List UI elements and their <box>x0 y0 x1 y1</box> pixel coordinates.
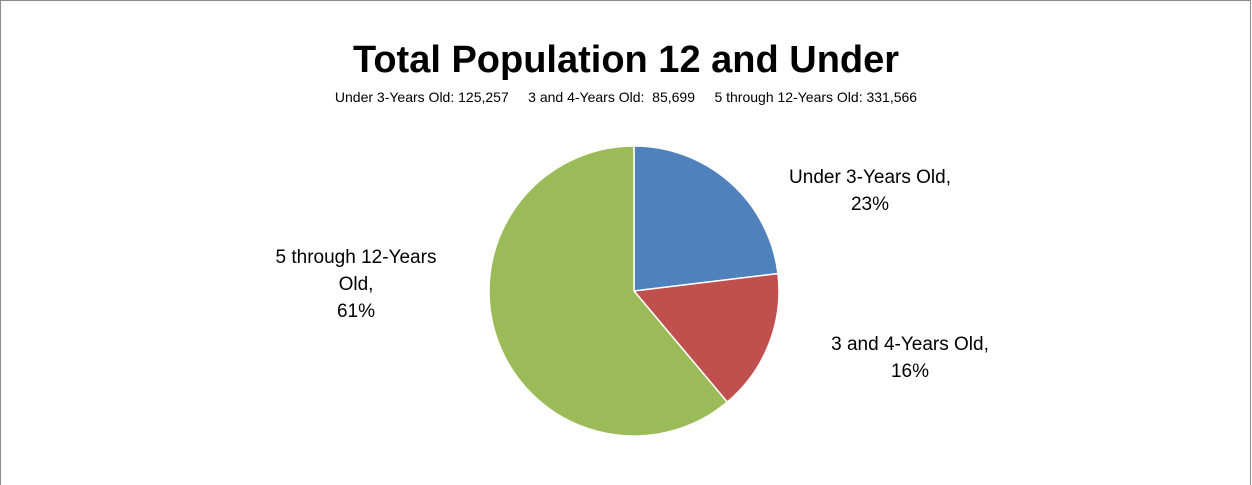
slice-label-5-through-12-line-2: Old, <box>338 274 374 295</box>
slice-label-3-and-4-line-1: 3 and 4-Years Old, <box>831 334 989 355</box>
chart-subtitle: Under 3-Years Old: 125,257 3 and 4-Years… <box>334 89 918 105</box>
slice-label-3-and-4-line-2: 16% <box>890 361 930 382</box>
pie-slice-under-3 <box>633 145 779 292</box>
slice-label-3-and-4: 3 and 4-Years Old, 16% <box>790 331 1030 385</box>
slice-label-under-3-line-1: Under 3-Years Old, <box>789 167 951 188</box>
pie-slice-5-through-12 <box>488 145 729 437</box>
chart-title: Total Population 12 and Under <box>352 39 900 81</box>
slice-label-under-3-line-2: 23% <box>850 194 890 215</box>
slice-label-5-through-12: 5 through 12-Years Old, 61% <box>236 244 476 325</box>
slice-label-5-through-12-line-1: 5 through 12-Years <box>275 247 437 268</box>
slice-label-under-3: Under 3-Years Old, 23% <box>750 164 990 218</box>
slice-label-5-through-12-line-3: 61% <box>336 301 376 322</box>
pie-slice-3-and-4 <box>632 272 780 404</box>
